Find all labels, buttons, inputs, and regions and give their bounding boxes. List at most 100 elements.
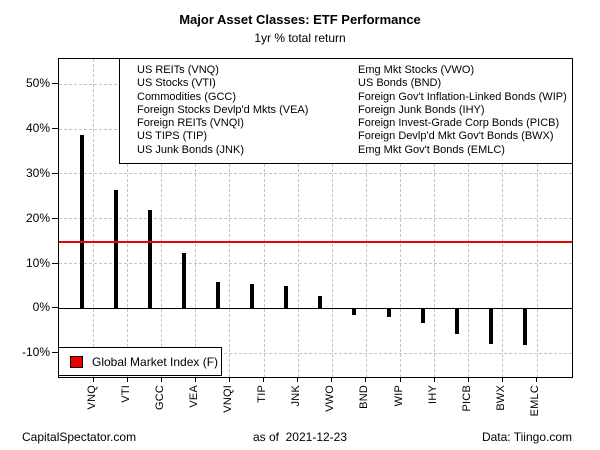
y-tick-label: 10% [25,255,50,270]
x-tick [92,377,94,382]
bar-emlc [523,308,528,346]
bar-wip [386,308,391,318]
plot-area: US REITs (VNQ) US Stocks (VTI) Commodities… [58,58,573,378]
legend-item: Commodities (GCC) [137,90,237,103]
legend-item: Foreign Invest-Grade Corp Bonds (PICB) [358,117,560,130]
x-tick [365,377,367,382]
v-gridline [229,59,231,377]
v-gridline [263,59,265,377]
legend-item: Emg Mkt Stocks (VWO) [358,64,475,76]
h-gridline [59,352,572,354]
y-tick-label: 40% [25,121,50,136]
asset-classes-legend: US REITs (VNQ) US Stocks (VTI) Commodities… [119,58,573,164]
legend-item: US Junk Bonds (JNK) [137,143,244,156]
y-tick-label: 30% [25,165,50,180]
footer-source-site: CapitalSpectator.com [22,430,137,444]
bar-picb [454,308,459,334]
x-tick [160,377,162,382]
v-gridline [502,59,504,377]
y-tick [52,307,58,309]
y-tick-label: 20% [25,210,50,225]
x-tick [126,377,128,382]
legend-item: Emg Mkt Gov't Bonds (EMLC) [358,143,505,156]
gmi-reference-line [59,241,572,244]
x-tick [536,377,538,382]
x-tick-label-bwx: BWX [494,385,507,411]
x-tick-label-wip: WIP [392,385,405,407]
legend-item: Foreign REITs (VNQI) [137,117,244,130]
h-gridline [59,263,572,264]
y-tick [52,128,58,130]
bar-ihy [420,308,425,323]
global-market-index-legend: Global Market Index (F) [58,347,222,376]
x-tick-label-vwo: VWO [324,385,337,412]
footer-data-provider: Data: Tiingo.com [481,430,572,444]
bar-vea [181,252,186,309]
legend-item: Foreign Devlp'd Mkt Gov't Bonds (BWX) [358,130,554,143]
x-tick [399,377,401,382]
bar-vwo [318,296,323,309]
x-tick-label-bnd: BND [358,385,371,409]
legend-column-right: Emg Mkt Stocks (VWO) US Bonds (BND) Foreig… [358,64,567,157]
x-tick-label-ihy: IHY [426,385,439,404]
h-gridline [59,218,572,220]
red-square-marker [70,355,83,368]
y-tick-label: 50% [25,76,50,91]
v-gridline [468,59,470,377]
y-tick-label: 0% [32,300,50,315]
x-tick-label-tip: TIP [256,385,269,403]
x-tick [194,377,196,382]
x-tick [331,377,333,382]
footer-as-of-date: as of 2021-12-23 [252,430,348,444]
chart-title: Major Asset Classes: ETF Performance [179,12,421,27]
x-tick [228,377,230,382]
chart-subtitle: 1yr % total return [254,31,346,45]
v-gridline [331,59,333,377]
v-gridline [127,59,129,377]
legend-item: US Stocks (VTI) [137,77,216,90]
y-tick [52,217,58,219]
x-tick-label-gcc: GCC [153,385,166,411]
v-gridline [536,59,538,377]
x-tick [297,377,299,382]
bar-vnq [79,134,84,309]
bar-gcc [147,209,152,309]
bar-jnk [284,285,289,309]
bar-vti [113,190,118,309]
legend-item: Foreign Gov't Inflation-Linked Bonds (WI… [358,90,567,103]
h-gridline [59,173,572,175]
x-tick [501,377,503,382]
legend-column-left: US REITs (VNQ) US Stocks (VTI) Commodities… [137,64,308,157]
legend-item: US TIPS (TIP) [137,130,208,143]
x-tick-label-emlc: EMLC [529,385,542,417]
gmi-legend-label: Global Market Index (F) [92,354,219,369]
x-tick [433,377,435,382]
x-tick [467,377,469,382]
v-gridline [400,59,402,377]
y-tick [52,262,58,264]
v-gridline [434,59,436,377]
x-tick-label-vnqi: VNQI [221,385,234,413]
x-tick-label-vea: VEA [187,385,200,408]
bar-vnqi [215,281,220,309]
y-tick-label: -10% [21,345,50,360]
bar-bnd [352,308,357,316]
legend-item: Foreign Junk Bonds (IHY) [358,103,485,116]
x-tick-label-vti: VTI [119,385,132,403]
x-tick [263,377,265,382]
v-gridline [161,59,163,377]
chart-footer: CapitalSpectator.com as of 2021-12-23 Da… [0,430,600,446]
y-tick [52,83,58,85]
zero-axis-line [59,307,572,309]
bar-bwx [488,308,493,345]
v-gridline [93,59,94,377]
legend-item: US Bonds (BND) [358,77,442,90]
x-tick-label-jnk: JNK [290,385,303,407]
y-tick [52,172,58,174]
v-gridline [297,59,299,377]
v-gridline [365,59,367,377]
legend-item: US REITs (VNQ) [137,64,219,76]
v-gridline [195,59,197,377]
x-tick-label-picb: PICB [460,385,473,412]
